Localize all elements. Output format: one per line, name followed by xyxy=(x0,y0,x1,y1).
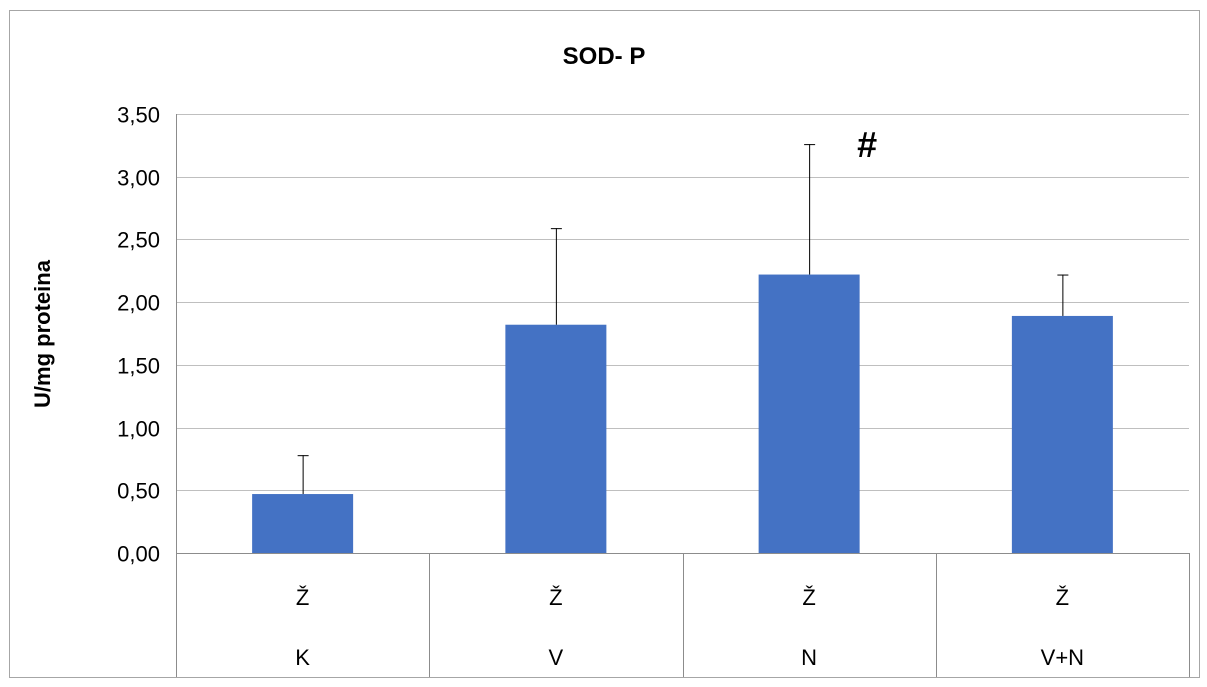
axes xyxy=(176,114,1190,677)
y-tick-label: 2,50 xyxy=(117,228,160,253)
bar xyxy=(758,274,860,553)
x-group-label: V+N xyxy=(1041,645,1084,670)
y-tick-labels: 0,00 0,50 1,00 1,50 2,00 2,50 3,00 3,50 xyxy=(117,103,160,567)
y-tick-label: 1,50 xyxy=(117,354,160,379)
x-group-label: K xyxy=(295,645,310,670)
bar xyxy=(1011,315,1113,553)
x-sub-label: Ž xyxy=(296,585,309,610)
bar xyxy=(252,494,354,553)
annotations: # xyxy=(857,124,877,165)
y-axis-label: U/mg proteina xyxy=(30,259,55,408)
x-tick-labels: Ž K Ž V Ž N Ž V+N xyxy=(295,585,1084,670)
x-group-label: V xyxy=(549,645,564,670)
y-tick-label: 0,00 xyxy=(117,542,160,567)
bars xyxy=(252,274,1113,553)
error-bars xyxy=(297,144,1069,495)
x-sub-label: Ž xyxy=(1056,585,1069,610)
x-group-label: N xyxy=(801,645,817,670)
y-tick-label: 3,00 xyxy=(117,166,160,191)
bar xyxy=(505,324,607,553)
x-sub-label: Ž xyxy=(549,585,562,610)
significance-marker: # xyxy=(857,124,877,165)
y-tick-label: 1,00 xyxy=(117,417,160,442)
y-tick-label: 0,50 xyxy=(117,479,160,504)
chart-title: SOD- P xyxy=(563,43,646,70)
x-sub-label: Ž xyxy=(802,585,815,610)
y-tick-label: 3,50 xyxy=(117,103,160,128)
y-tick-label: 2,00 xyxy=(117,291,160,316)
